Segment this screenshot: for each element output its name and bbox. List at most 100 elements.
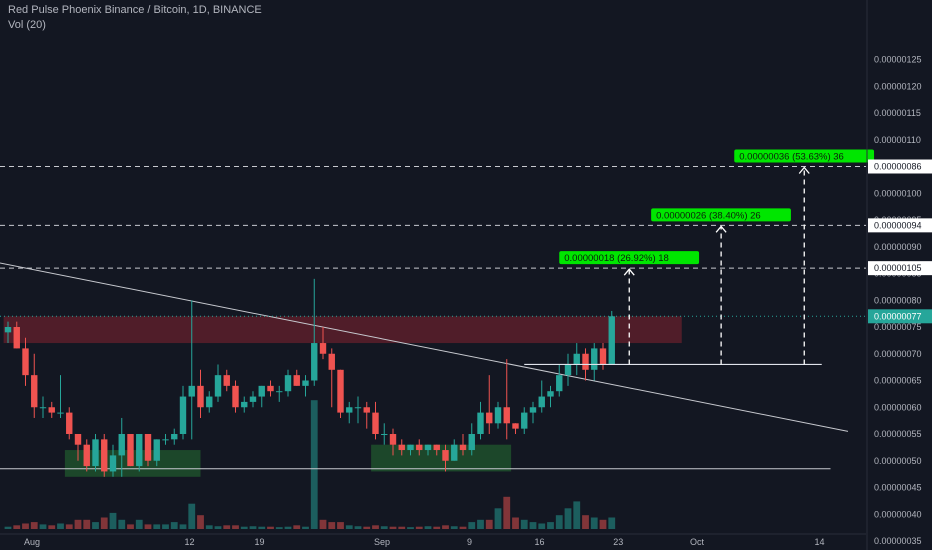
candle-body <box>486 412 493 424</box>
candle-body <box>459 444 467 451</box>
y-tick-label: 0.00000035 <box>874 536 922 546</box>
volume-bar <box>267 526 274 529</box>
volume-bar <box>188 503 196 529</box>
candle-body <box>241 401 248 408</box>
candle-body <box>223 375 230 386</box>
candle-body <box>372 412 379 434</box>
candle-body <box>319 343 327 354</box>
downtrend-line <box>0 262 849 432</box>
candle-body <box>433 444 440 451</box>
candle-body <box>477 412 484 434</box>
x-tick-label: Sep <box>374 537 390 547</box>
candle-body <box>214 375 222 397</box>
volume-bar <box>599 519 607 529</box>
volume-bar <box>520 519 528 529</box>
volume-bar <box>65 524 73 529</box>
y-tick-label: 0.00000050 <box>874 456 922 466</box>
candle-body <box>381 434 388 435</box>
volume-bar <box>153 524 161 529</box>
volume-bar <box>433 526 441 529</box>
y-tick-label: 0.00000125 <box>874 55 922 65</box>
volume-bar <box>468 522 476 529</box>
candle-body <box>39 407 47 409</box>
volume-bar <box>135 519 143 529</box>
volume-bar <box>205 525 213 529</box>
resistance-zone <box>3 316 682 344</box>
volume-bar <box>48 525 56 529</box>
candle-body <box>556 375 563 392</box>
target-label-text: 0.00000018 (26.92%) 18 <box>564 253 669 264</box>
candle-body <box>608 316 615 365</box>
candle-body <box>293 375 300 386</box>
y-tick-label: 0.00000075 <box>874 322 922 332</box>
candle-body <box>302 380 309 386</box>
x-tick-label: 16 <box>534 537 544 547</box>
candle-body <box>591 348 598 370</box>
volume-indicator-label: Vol (20) <box>8 19 46 31</box>
volume-bar <box>118 519 126 529</box>
candle-body <box>31 375 38 408</box>
target-label-text: 0.00000026 (38.40%) 26 <box>656 210 761 221</box>
volume-bar <box>310 400 318 529</box>
volume-bar <box>293 525 301 529</box>
volume-bar <box>232 525 239 529</box>
volume-bar <box>284 526 292 529</box>
candle-body <box>442 450 449 461</box>
volume-bar <box>590 517 598 529</box>
x-tick-label: 12 <box>184 537 194 547</box>
volume-bar <box>547 522 554 529</box>
volume-bar <box>442 525 449 529</box>
candle-body <box>398 444 405 451</box>
candle-body <box>232 385 239 408</box>
y-tick-label: 0.00000090 <box>874 242 922 252</box>
level-label-box <box>868 159 932 174</box>
level-label-text: 0.00000105 <box>874 263 922 273</box>
x-tick-label: Aug <box>24 537 40 547</box>
candle-body <box>127 434 134 467</box>
candle-body <box>258 385 265 397</box>
volume-bar <box>223 525 231 529</box>
candle-body <box>573 353 580 365</box>
volume-bar <box>372 525 379 529</box>
volume-bar <box>345 525 353 529</box>
candle-body <box>468 434 475 451</box>
candle-body <box>267 385 274 392</box>
volume-bar <box>240 526 248 529</box>
y-tick-label: 0.00000040 <box>874 509 922 519</box>
candle-body <box>284 375 292 392</box>
candle-body <box>66 412 73 434</box>
candle-body <box>451 444 458 461</box>
volume-bar <box>538 523 546 529</box>
level-label-text: 0.00000094 <box>874 220 922 230</box>
candle-body <box>547 391 554 397</box>
volume-bar <box>477 519 484 529</box>
level-label-box <box>868 261 932 276</box>
candle-body <box>512 423 519 429</box>
volume-bar <box>197 515 204 529</box>
target-label-box <box>651 208 791 222</box>
volume-bar <box>363 526 371 529</box>
candle-body <box>136 434 143 467</box>
volume-bar <box>179 524 187 529</box>
last-price-label-box <box>868 309 932 324</box>
volume-bar <box>494 508 502 529</box>
y-tick-label: 0.00000060 <box>874 402 922 412</box>
y-tick-label: 0.00000115 <box>874 108 921 118</box>
candle-body <box>57 412 64 414</box>
candle-body <box>249 396 257 402</box>
volume-bar <box>258 526 266 529</box>
candle-body <box>48 407 55 413</box>
volume-bar <box>92 522 99 529</box>
target-label-box <box>559 251 700 265</box>
volume-bar <box>74 519 82 529</box>
volume-bar <box>109 512 117 529</box>
candle-body <box>171 434 178 440</box>
candle-body <box>92 439 99 467</box>
target-arrow-head <box>798 166 810 174</box>
volume-bar <box>214 526 222 529</box>
candle-body <box>276 391 283 393</box>
volume-bar <box>389 526 397 529</box>
volume-bar <box>354 526 362 529</box>
candle-body <box>564 364 572 376</box>
